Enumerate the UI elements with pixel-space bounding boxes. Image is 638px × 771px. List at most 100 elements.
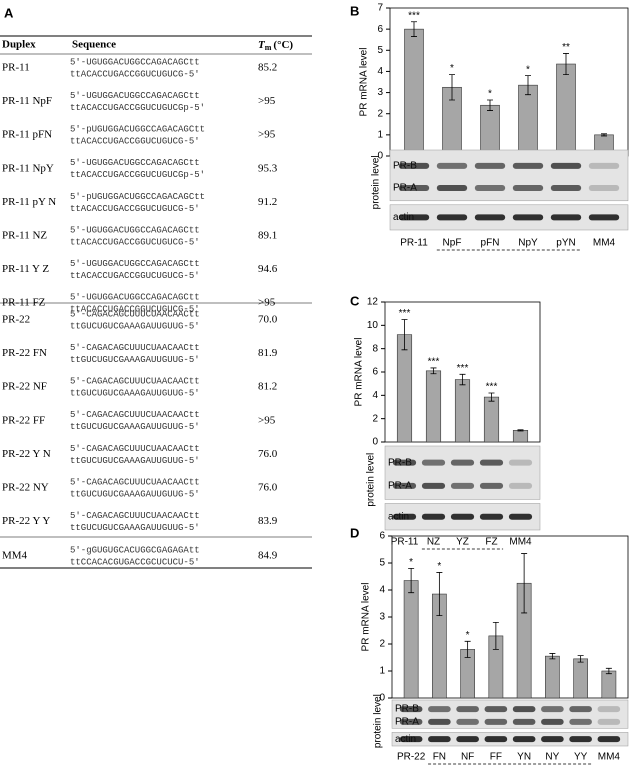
duplex-name: PR-22 NY [2, 482, 49, 494]
blot-band [512, 718, 536, 725]
blot-band [512, 185, 544, 192]
y-tick-label: 0 [372, 437, 378, 448]
y-tick-label: 6 [379, 531, 385, 542]
tm-value: 94.6 [258, 263, 278, 275]
blot-band [484, 718, 508, 725]
tm-value: >95 [258, 129, 276, 141]
duplex-name: PR-11 NpY [2, 162, 54, 174]
blot-band [428, 706, 451, 713]
x-tick-label: NpF [443, 238, 462, 249]
blot-band [508, 513, 533, 520]
error-bar [492, 622, 499, 650]
x-tick-label: PR-11 [391, 537, 419, 548]
significance: *** [486, 382, 498, 393]
blot-band [588, 162, 620, 169]
duplex-name: PR-22 FN [2, 347, 47, 359]
blot-band [597, 706, 621, 713]
duplex-name: MM4 [2, 550, 28, 562]
error-bar [521, 553, 528, 614]
strand: ttACACCUGACCGGUCUGUCG-5' [70, 69, 200, 79]
strand: 5'-CAGACAGCUUUCUAACAACtt [70, 477, 200, 487]
tm-value: 95.3 [258, 162, 278, 174]
tm-value: 89.1 [258, 230, 277, 242]
tm-value: 84.9 [258, 550, 278, 562]
blot-band [392, 482, 417, 489]
blot-band [479, 513, 504, 520]
blot-band [484, 706, 508, 713]
blot [389, 149, 629, 202]
blot-band [508, 459, 533, 466]
duplex-name: PR-22 Y N [2, 448, 51, 460]
significance: * [526, 64, 530, 75]
x-tick-label: NZ [427, 537, 440, 548]
duplex-name: PR-22 NF [2, 381, 47, 393]
blot-band [508, 482, 533, 489]
strand: 5'-UGUGGACUGGCCAGACAGCtt [70, 225, 200, 235]
header-tm: Tm (°C) [258, 39, 293, 52]
duplex-name: PR-22 [2, 314, 30, 326]
duplex-name: PR-11 NZ [2, 230, 47, 242]
blot-band [541, 718, 564, 725]
y-tick-label: 8 [372, 343, 378, 354]
error-bar [449, 74, 455, 101]
blot-band [450, 513, 475, 520]
strand: ttACACCUGACCGGUCUGUCG-5' [70, 271, 200, 281]
blot-band [569, 718, 592, 725]
blot-band [474, 214, 506, 221]
x-tick-label: FF [490, 752, 502, 763]
significance: * [466, 630, 470, 641]
x-tick-label: YY [574, 752, 588, 763]
blot-band [436, 162, 468, 169]
tm-value: 81.9 [258, 347, 278, 359]
significance: * [450, 63, 454, 74]
blot [391, 732, 629, 747]
strand: 5'-UGUGGACUGGCCAGACAGCtt [70, 158, 200, 168]
strand: ttACACCUGACCGGUCUGUCG-5' [70, 237, 200, 247]
significance: *** [408, 10, 420, 21]
strand: ttACACCUGACCGGUCUGUCGp-5' [70, 170, 205, 180]
strand: ttGUCUGUCGAAAGAUUGUUG-5' [70, 321, 200, 331]
blot-band [474, 185, 506, 192]
y-tick-label: 3 [377, 87, 383, 98]
y-tick-label: 0 [379, 693, 385, 704]
tm-value: >95 [258, 414, 276, 426]
panel-label: B [350, 3, 359, 18]
strand: 5'-UGUGGACUGGCCAGACAGCtt [70, 293, 200, 303]
blot-axis-label: protein level [371, 155, 382, 209]
header-duplex: Duplex [2, 39, 36, 51]
blot-band [399, 736, 423, 743]
strand: ttACACCUGACCGGUCUGUCG-5' [70, 137, 200, 147]
bar [512, 430, 529, 443]
blot-band [550, 185, 582, 192]
y-axis-label: PR mRNA level [359, 48, 370, 117]
y-tick-label: 1 [377, 129, 383, 140]
blot-band [512, 736, 536, 743]
blot-band [479, 459, 504, 466]
strand: ttGUCUGUCGAAAGAUUGUUG-5' [70, 355, 200, 365]
blot-band [588, 185, 620, 192]
blot-band [421, 459, 446, 466]
bar [601, 670, 617, 699]
bar [545, 655, 560, 699]
panel-label: C [350, 293, 360, 308]
strand: ttACACCUGACCGGUCUGUCGp-5' [70, 103, 205, 113]
y-tick-label: 12 [367, 297, 379, 308]
significance: * [437, 561, 441, 572]
y-tick-label: 10 [367, 320, 379, 331]
error-bar [563, 53, 569, 75]
error-bar [549, 653, 556, 660]
error-bar [464, 640, 471, 658]
blot-band [456, 718, 479, 725]
x-tick-label: PR-11 [400, 238, 428, 249]
y-tick-label: 6 [377, 24, 383, 35]
tm-value: 83.9 [258, 515, 278, 527]
x-tick-label: NF [461, 752, 474, 763]
y-tick-label: 6 [372, 367, 378, 378]
x-tick-label: YN [517, 752, 531, 763]
blot-axis-label: protein level [366, 453, 377, 507]
blot-band [450, 482, 475, 489]
x-tick-label: PR-22 [397, 752, 426, 763]
plot-frame [389, 7, 629, 157]
blot-band [398, 185, 430, 192]
